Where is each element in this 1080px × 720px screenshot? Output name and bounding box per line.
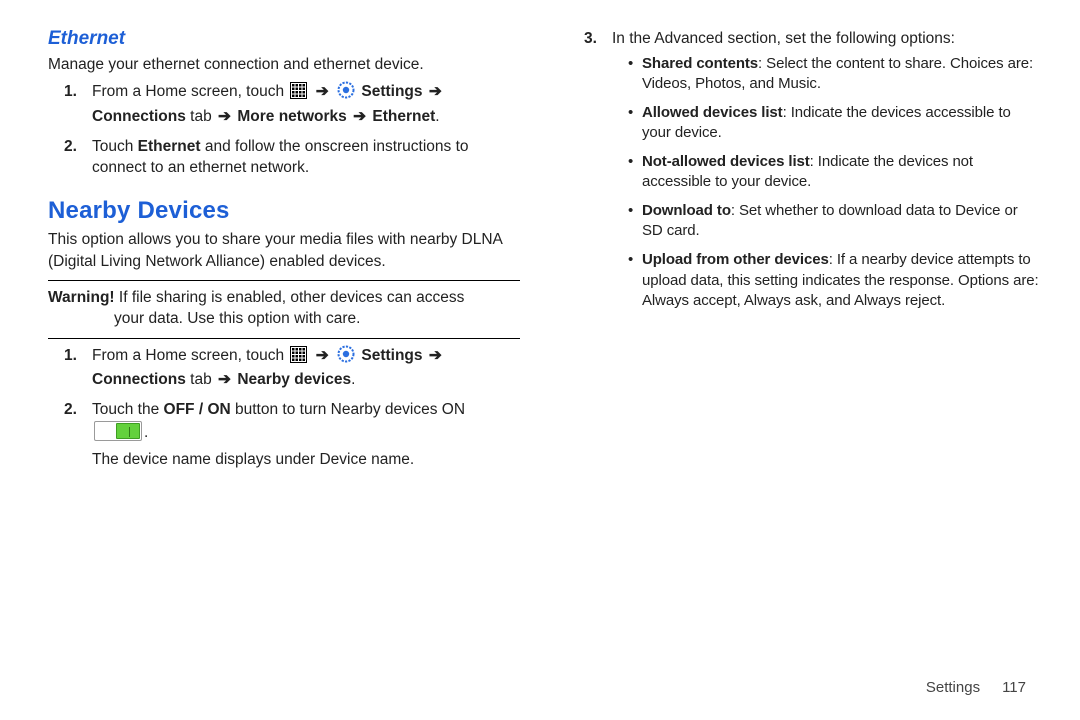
path-tab: tab xyxy=(186,371,216,388)
period: . xyxy=(435,108,439,125)
list-item: Shared contents: Select the content to s… xyxy=(612,54,1040,94)
arrow-icon: ➔ xyxy=(427,345,444,367)
right-steps: 3. In the Advanced section, set the foll… xyxy=(568,28,1040,311)
list-item: Allowed devices list: Indicate the devic… xyxy=(612,103,1040,143)
step-text: In the Advanced section, set the followi… xyxy=(612,30,955,47)
path-connections: Connections xyxy=(92,371,186,388)
right-column: 3. In the Advanced section, set the foll… xyxy=(544,28,1040,700)
path-morenetworks: More networks xyxy=(237,108,346,125)
ethernet-intro: Manage your ethernet connection and ethe… xyxy=(48,54,520,75)
bullet-label: Upload from other devices xyxy=(642,251,829,268)
advanced-options-list: Shared contents: Select the content to s… xyxy=(612,54,1040,311)
bullet-label: Shared contents xyxy=(642,55,758,72)
apps-grid-icon xyxy=(290,346,307,370)
ethernet-steps: 1. From a Home screen, touch ➔ xyxy=(48,81,520,179)
warning-text-2: your data. Use this option with care. xyxy=(114,308,516,329)
nearby-intro: This option allows you to share your med… xyxy=(48,229,520,272)
settings-label: Settings xyxy=(361,347,422,364)
divider xyxy=(48,338,520,339)
step-text: From a Home screen, touch xyxy=(92,347,284,364)
page-footer: Settings 117 xyxy=(926,679,1026,696)
arrow-icon: ➔ xyxy=(314,81,331,103)
apps-grid-icon xyxy=(290,82,307,106)
ethernet-heading: Ethernet xyxy=(48,28,520,50)
nearby-devices-heading: Nearby Devices xyxy=(48,197,520,225)
settings-label: Settings xyxy=(361,83,422,100)
settings-gear-icon xyxy=(337,345,355,370)
step-number: 3. xyxy=(584,28,597,50)
path-connections: Connections xyxy=(92,108,186,125)
step-text-b: OFF / ON xyxy=(164,401,231,418)
list-item: Not-allowed devices list: Indicate the d… xyxy=(612,152,1040,192)
on-toggle-icon xyxy=(94,421,142,441)
nearby-steps: 1. From a Home screen, touch ➔ xyxy=(48,345,520,471)
step-text-b: Ethernet xyxy=(138,138,201,155)
bullet-label: Download to xyxy=(642,202,731,219)
step-number: 1. xyxy=(64,81,77,103)
page: Ethernet Manage your ethernet connection… xyxy=(0,0,1080,720)
arrow-icon: ➔ xyxy=(216,106,233,128)
step-number: 2. xyxy=(64,136,77,158)
ethernet-step-1: 1. From a Home screen, touch ➔ xyxy=(48,81,520,127)
nearby-step-2: 2. Touch the OFF / ON button to turn Nea… xyxy=(48,399,520,471)
arrow-icon: ➔ xyxy=(216,369,233,391)
settings-gear-icon xyxy=(337,81,355,106)
arrow-icon: ➔ xyxy=(427,81,444,103)
step-text: From a Home screen, touch xyxy=(92,83,284,100)
path-tab: tab xyxy=(186,108,216,125)
warning-block: Warning! If file sharing is enabled, oth… xyxy=(48,287,520,330)
step-text-a: Touch xyxy=(92,138,138,155)
step-number: 2. xyxy=(64,399,77,421)
path-nearbydevices: Nearby devices xyxy=(237,371,351,388)
warning-text-1: If file sharing is enabled, other device… xyxy=(115,289,465,306)
bullet-label: Not-allowed devices list xyxy=(642,153,810,170)
ethernet-step-2: 2. Touch Ethernet and follow the onscree… xyxy=(48,136,520,179)
step-text-c: button to turn Nearby devices ON xyxy=(231,401,465,418)
footer-section: Settings xyxy=(926,679,980,696)
warning-label: Warning! xyxy=(48,289,115,306)
step-subtext: The device name displays under Device na… xyxy=(92,451,414,468)
list-item: Upload from other devices: If a nearby d… xyxy=(612,250,1040,310)
period: . xyxy=(144,424,148,441)
arrow-icon: ➔ xyxy=(351,106,368,128)
left-column: Ethernet Manage your ethernet connection… xyxy=(48,28,544,700)
list-item: Download to: Set whether to download dat… xyxy=(612,201,1040,241)
arrow-icon: ➔ xyxy=(314,345,331,367)
period: . xyxy=(351,371,355,388)
path-ethernet: Ethernet xyxy=(372,108,435,125)
footer-page-number: 117 xyxy=(1002,679,1026,696)
advanced-step-3: 3. In the Advanced section, set the foll… xyxy=(568,28,1040,311)
step-number: 1. xyxy=(64,345,77,367)
bullet-label: Allowed devices list xyxy=(642,104,783,121)
divider xyxy=(48,280,520,281)
step-text-a: Touch the xyxy=(92,401,164,418)
nearby-step-1: 1. From a Home screen, touch ➔ xyxy=(48,345,520,391)
